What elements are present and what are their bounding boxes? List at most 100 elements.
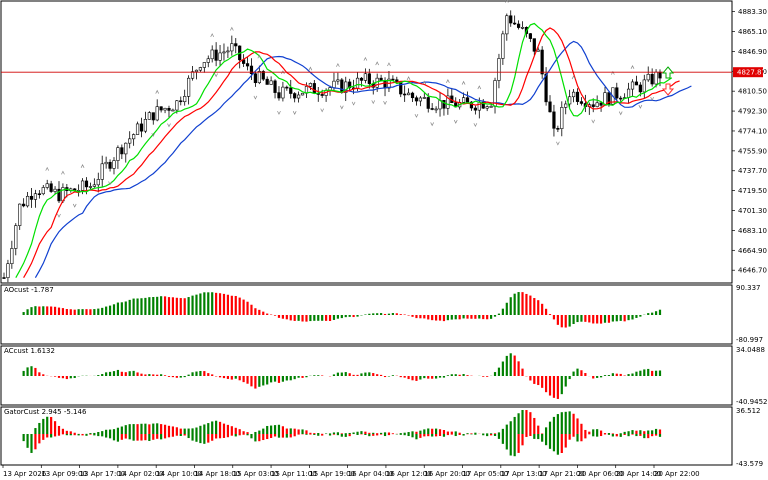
price-tick-label: 4737.70 xyxy=(738,167,767,175)
candle-body xyxy=(84,180,89,188)
time-tick-label: 15 Apr 19:00 xyxy=(309,470,355,478)
candle-body xyxy=(96,179,100,186)
gator-scale-min: -43.579 xyxy=(736,460,763,468)
candle-body xyxy=(206,58,210,63)
candle-body xyxy=(33,193,38,200)
candle-body xyxy=(226,50,230,53)
candle-body xyxy=(277,92,281,99)
candle-body xyxy=(367,73,371,84)
candle-body xyxy=(143,119,148,132)
ac-panel: ACcust 1.6132 34.0488 -40.9452 xyxy=(0,345,767,406)
candle-body xyxy=(14,225,18,249)
candle-body xyxy=(320,94,324,96)
candle-body xyxy=(564,103,568,108)
candle-body xyxy=(108,161,112,169)
gator-panel: GatorCust 2.945 -5.146 36.512 -43.579 xyxy=(0,406,763,468)
candle-body xyxy=(198,67,203,71)
candle-body xyxy=(540,49,544,75)
candle-body xyxy=(49,183,53,192)
fractal-down-icon xyxy=(351,101,356,106)
candle-body xyxy=(575,91,580,102)
candle-body xyxy=(556,128,560,130)
candle-body xyxy=(481,101,485,109)
candle-body xyxy=(461,97,466,103)
candle-body xyxy=(22,203,26,207)
fractal-up-icon xyxy=(257,54,262,59)
candle-body xyxy=(183,96,187,103)
alligator-jaw-line xyxy=(34,40,692,278)
candle-body xyxy=(179,100,183,103)
candle-body xyxy=(112,160,116,169)
candle-body xyxy=(230,43,234,52)
fractal-up-icon xyxy=(45,166,50,171)
candle-body xyxy=(45,183,49,188)
candle-body xyxy=(167,107,171,111)
candle-body xyxy=(80,180,85,191)
fractal-down-icon xyxy=(618,111,623,116)
candle-body xyxy=(399,81,403,95)
fractal-down-icon xyxy=(473,123,478,128)
candle-body xyxy=(406,92,411,96)
candle-body xyxy=(528,33,532,39)
candle-body xyxy=(37,193,41,196)
candle-body xyxy=(308,83,312,87)
time-tick-label: 17 Apr 13:00 xyxy=(501,470,547,478)
candle-body xyxy=(536,49,540,52)
gator-histogram xyxy=(22,410,662,457)
time-tick-label: 20 Apr 22:00 xyxy=(654,470,700,478)
price-tick-label: 4883.30 xyxy=(738,8,767,16)
candle-body xyxy=(344,81,348,93)
candle-body xyxy=(116,147,120,161)
candle-body xyxy=(124,142,128,155)
ao-indicator-label: AOcust -1.787 xyxy=(4,286,54,294)
fractal-up-icon xyxy=(80,164,85,168)
candle-body xyxy=(202,62,206,68)
candle-body xyxy=(92,184,96,187)
candle-body xyxy=(348,81,352,89)
price-tick-label: 4755.90 xyxy=(738,147,767,155)
candle-body xyxy=(465,97,470,103)
candle-body xyxy=(548,101,552,113)
candle-body xyxy=(430,108,434,110)
candle-body xyxy=(25,195,30,207)
buy-arrow-icon xyxy=(661,66,675,79)
candle-body xyxy=(273,80,277,93)
candle-body xyxy=(383,80,387,89)
candle-body xyxy=(532,38,536,52)
fractal-up-icon xyxy=(630,65,635,69)
ac-indicator-label: ACcust 1.6132 xyxy=(4,347,55,355)
candle-body xyxy=(132,134,136,140)
time-tick-label: 17 Apr 21:00 xyxy=(539,470,585,478)
candle-body xyxy=(489,106,493,108)
main-price-panel: 4883.304865.104846.904828.704810.504792.… xyxy=(0,0,767,284)
fractal-down-icon xyxy=(151,132,156,137)
ac-scale-min: -40.9452 xyxy=(736,398,767,406)
time-tick-label: 16 Apr 12:00 xyxy=(386,470,432,478)
price-tick-label: 4846.90 xyxy=(738,48,767,56)
time-tick-label: 16 Apr 04:00 xyxy=(348,470,394,478)
candle-body xyxy=(638,84,642,93)
time-tick-label: 17 Apr 05:00 xyxy=(463,470,509,478)
candle-body xyxy=(18,203,22,226)
candle-body xyxy=(312,83,316,94)
price-tick-label: 4683.10 xyxy=(738,227,767,235)
fractal-down-icon xyxy=(650,96,654,101)
candle-body xyxy=(41,187,45,195)
price-tick-label: 4792.30 xyxy=(738,108,767,116)
candle-body xyxy=(509,15,513,24)
time-tick-label: 15 Apr 03:00 xyxy=(233,470,279,478)
fractal-down-icon xyxy=(214,73,218,78)
fractal-markers xyxy=(45,0,654,218)
candle-body xyxy=(222,51,226,54)
fractal-up-icon xyxy=(61,170,65,175)
candle-body xyxy=(626,88,631,98)
candle-body xyxy=(355,77,360,90)
price-tick-label: 4810.50 xyxy=(738,88,767,96)
time-tick-label: 14 Apr 18:00 xyxy=(194,470,240,478)
candle-body xyxy=(214,49,218,61)
time-tick-label: 14 Apr 10:00 xyxy=(156,470,202,478)
fractal-down-icon xyxy=(320,108,324,113)
time-tick-label: 13 Apr 09:00 xyxy=(41,470,87,478)
candle-body xyxy=(513,22,517,25)
fractal-down-icon xyxy=(638,104,643,109)
